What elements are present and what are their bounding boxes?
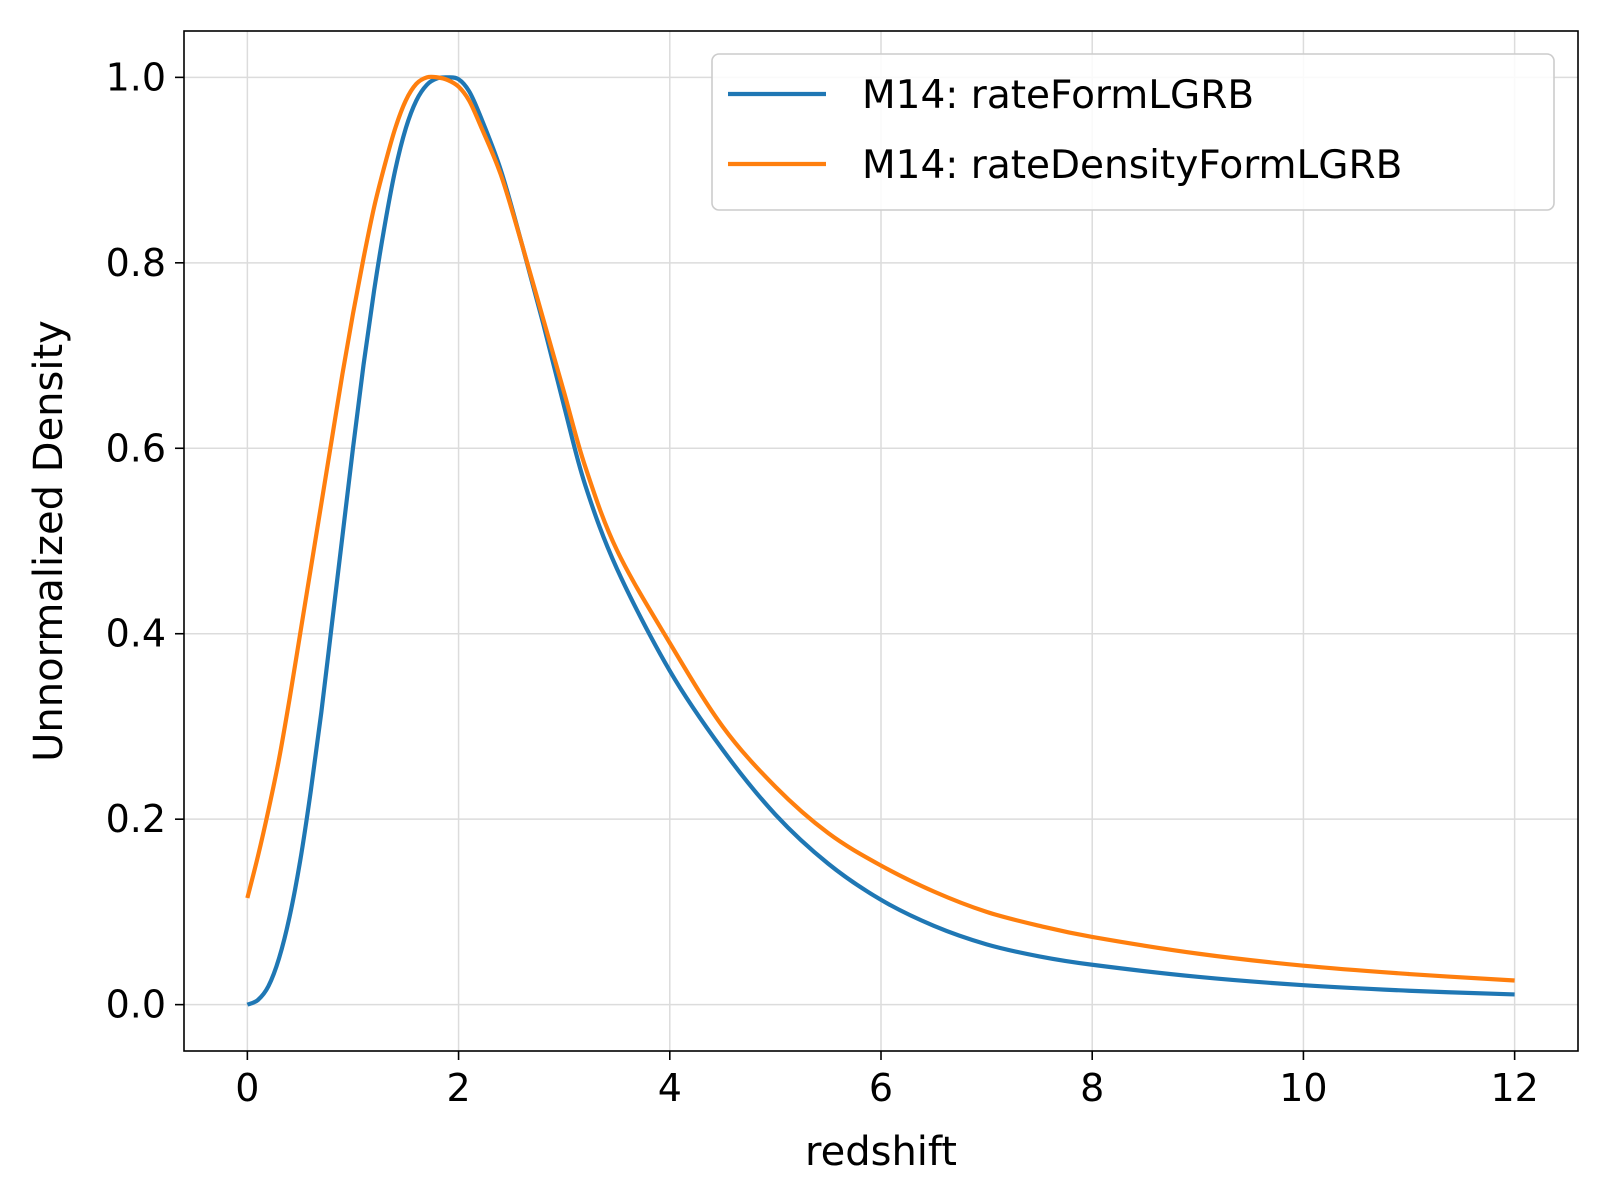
legend-box: [711, 53, 1555, 211]
series-line-1: [246, 75, 1515, 1007]
x-tick-label: 10: [1279, 1066, 1327, 1110]
x-tick-label: 4: [658, 1066, 682, 1110]
x-axis-label: redshift: [805, 1129, 957, 1175]
legend-label-1: M14: rateFormLGRB: [862, 73, 1254, 118]
series-line-2: [245, 74, 1515, 983]
y-tick-label: 0.0: [106, 983, 166, 1027]
x-tick-label: 0: [235, 1066, 259, 1110]
x-tick-label: 2: [446, 1066, 470, 1110]
y-tick-label: 1.0: [106, 55, 166, 99]
ticks: 0 2 4 6 8 10 12 0.0 0.2 0.4 0.6 0.8 1.0: [106, 55, 1539, 1110]
y-tick-label: 0.4: [106, 612, 166, 656]
legend: M14: rateFormLGRB M14: rateDensityFormLGR…: [711, 53, 1555, 211]
series-layer: [245, 74, 1515, 1007]
y-tick-label: 0.6: [106, 426, 166, 470]
legend-label-2: M14: rateDensityFormLGRB: [862, 143, 1402, 188]
y-tick-label: 0.8: [106, 241, 166, 285]
x-tick-label: 12: [1490, 1066, 1538, 1110]
grid: [184, 31, 1578, 1051]
x-tick-label: 6: [869, 1066, 893, 1110]
y-axis-label: Unnormalized Density: [26, 320, 72, 762]
y-tick-label: 0.2: [106, 797, 166, 841]
x-tick-label: 8: [1080, 1066, 1104, 1110]
